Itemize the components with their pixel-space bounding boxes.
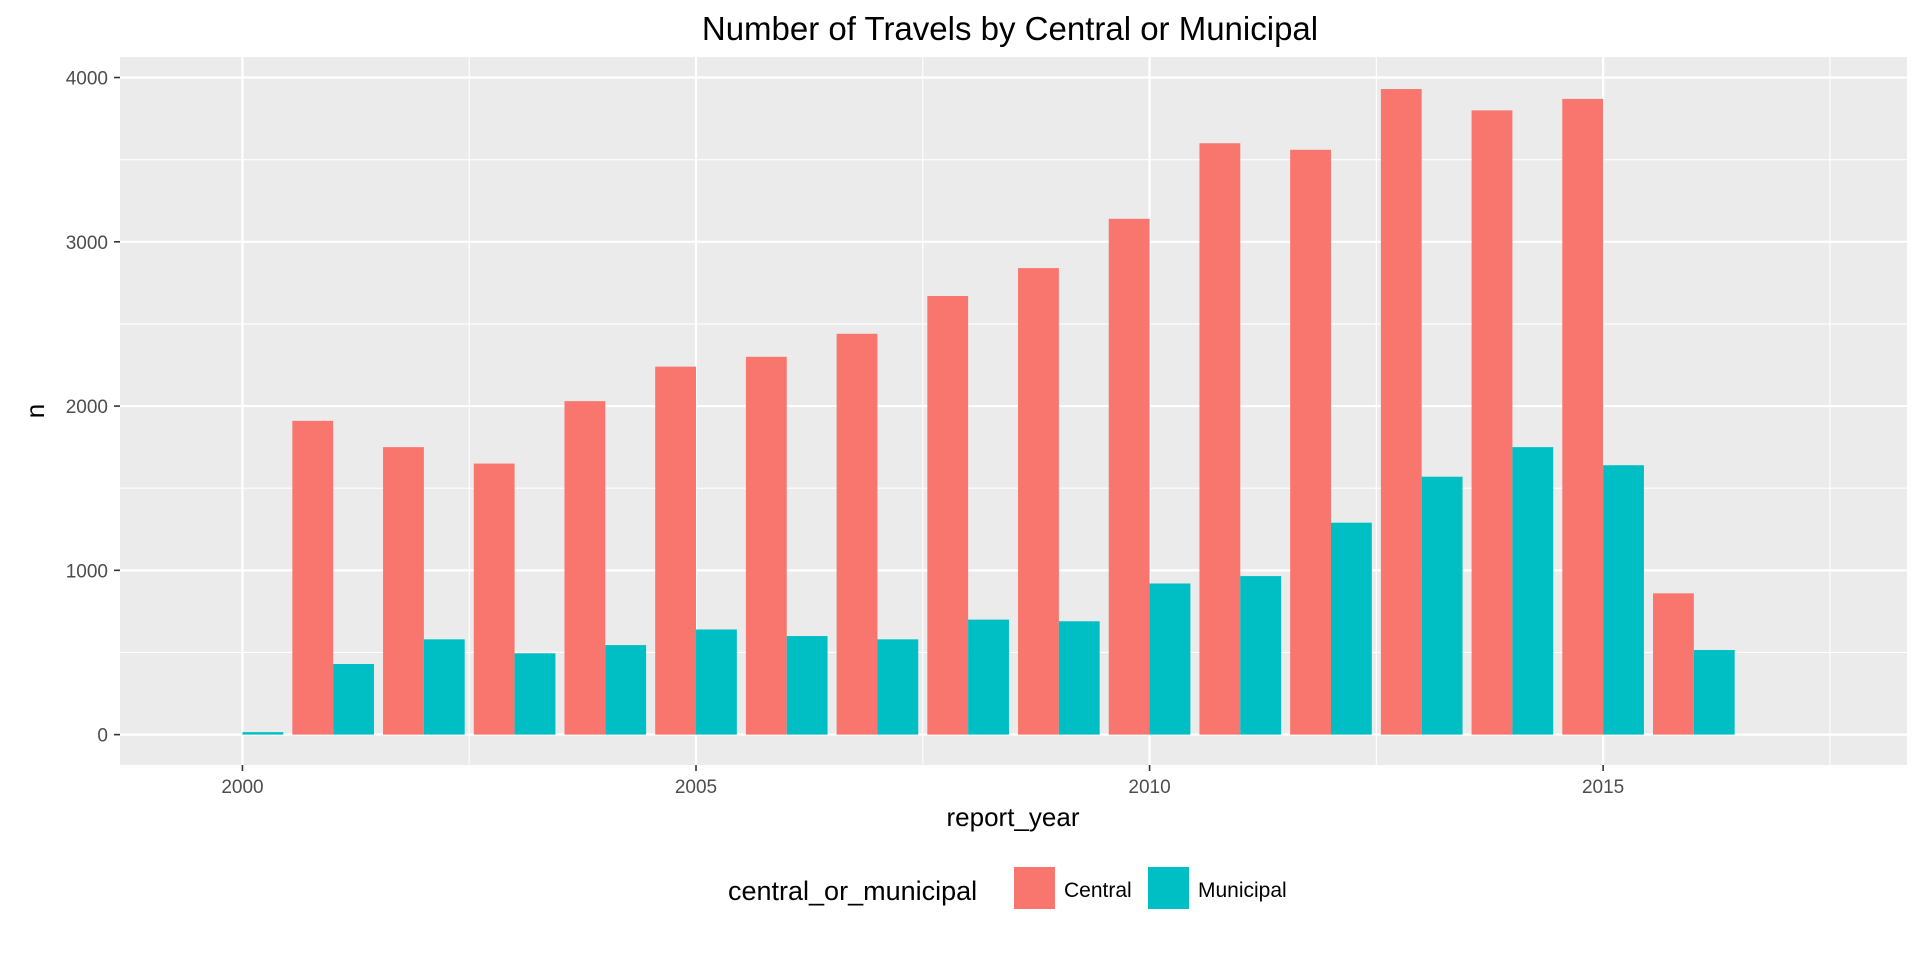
y-axis: 0 1000 2000 3000 4000	[66, 69, 120, 747]
bar-central-2010	[1108, 218, 1150, 735]
bar-municipal-2013	[1421, 476, 1463, 735]
x-axis-title: report_year	[947, 802, 1080, 832]
bar-municipal-2016	[1693, 650, 1735, 735]
bar-municipal-2009	[1058, 621, 1100, 735]
bar-central-2009	[1018, 268, 1059, 735]
legend-title: central_or_municipal	[728, 876, 977, 906]
x-axis: 2000 2005 2010 2015	[221, 765, 1624, 798]
bar-municipal-2005	[696, 629, 737, 735]
y-tick-label: 0	[97, 726, 108, 747]
legend: central_or_municipal Central Municipal	[728, 867, 1287, 909]
x-tick-label: 2015	[1582, 777, 1624, 798]
x-tick-label: 2000	[221, 777, 263, 798]
bar-central-2013	[1380, 89, 1422, 735]
bar-municipal-2008	[968, 619, 1009, 735]
bar-municipal-2011	[1240, 576, 1282, 735]
bar-central-2002	[383, 447, 424, 735]
y-tick-label: 1000	[66, 561, 108, 582]
bar-central-2014	[1471, 110, 1513, 735]
x-tick-label: 2010	[1128, 777, 1170, 798]
bar-municipal-2015	[1603, 465, 1644, 735]
bar-municipal-2007	[877, 639, 919, 735]
bar-municipal-2004	[605, 645, 647, 735]
bar-municipal-2003	[514, 653, 556, 735]
y-tick-label: 2000	[66, 397, 108, 418]
y-axis-title: n	[20, 404, 50, 418]
y-tick-label: 4000	[66, 69, 108, 90]
x-tick-label: 2005	[675, 777, 717, 798]
bar-municipal-2014	[1512, 447, 1554, 735]
bar-central-2016	[1653, 593, 1694, 735]
bar-central-2004	[564, 401, 606, 735]
bar-municipal-2000	[242, 732, 284, 735]
bar-central-2011	[1199, 143, 1241, 735]
legend-swatch-central	[1014, 867, 1055, 909]
y-tick-label: 3000	[66, 233, 108, 254]
bar-central-2008	[927, 296, 969, 735]
bars	[242, 89, 1735, 735]
bar-municipal-2002	[423, 639, 465, 735]
bar-municipal-2010	[1149, 583, 1191, 735]
bar-municipal-2006	[786, 636, 828, 735]
legend-swatch-municipal	[1148, 867, 1189, 909]
legend-label-municipal: Municipal	[1198, 879, 1287, 902]
bar-central-2007	[836, 333, 878, 735]
bar-central-2003	[473, 463, 515, 735]
bar-central-2006	[745, 356, 787, 735]
bar-central-2001	[292, 420, 334, 735]
bar-central-2005	[655, 366, 697, 735]
chart-title: Number of Travels by Central or Municipa…	[702, 10, 1318, 47]
bar-municipal-2001	[333, 663, 374, 735]
legend-label-central: Central	[1064, 879, 1132, 902]
bar-municipal-2012	[1330, 522, 1372, 735]
bar-central-2015	[1562, 98, 1604, 735]
bar-central-2012	[1290, 149, 1331, 735]
